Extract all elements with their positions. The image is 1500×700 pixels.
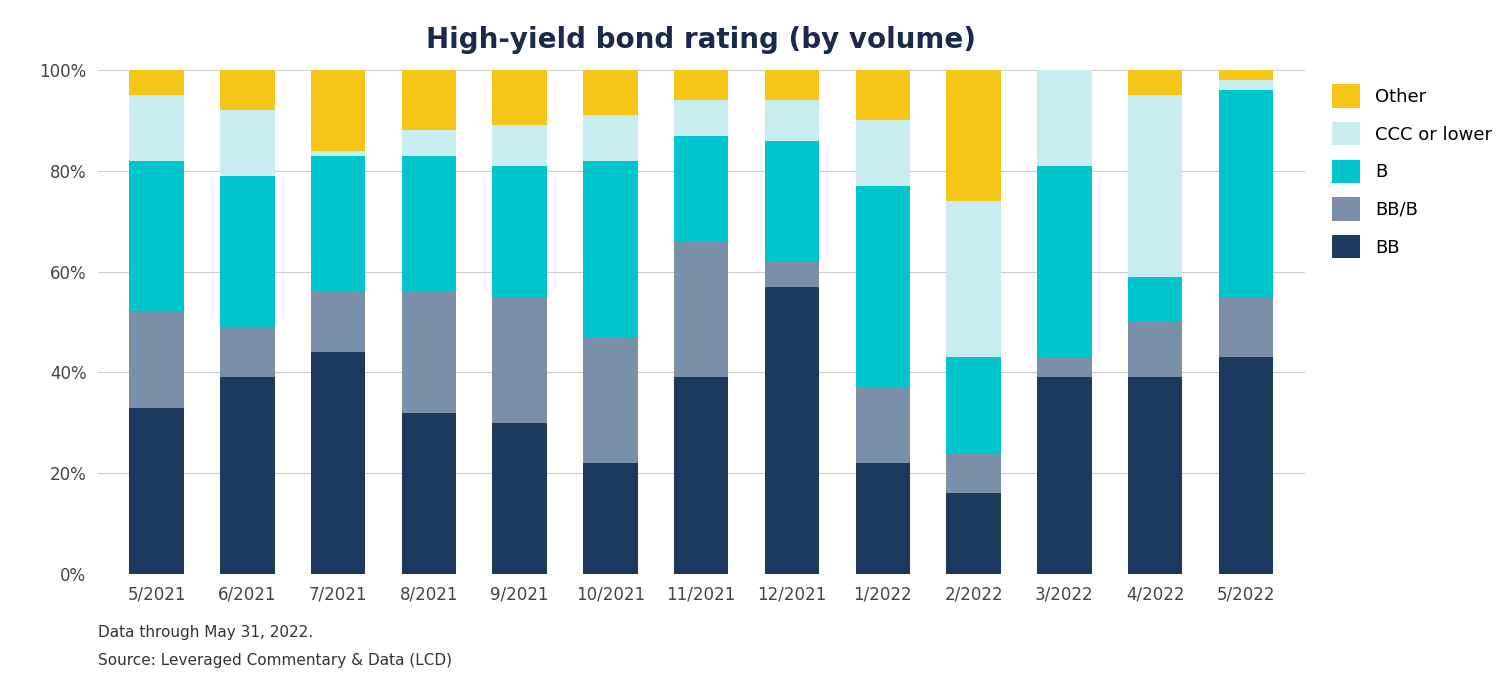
Bar [1036,70,1092,166]
Title: High-yield bond rating (by volume): High-yield bond rating (by volume) [426,26,976,54]
Bar [946,357,1000,453]
Bar [402,70,456,130]
Bar [765,70,819,100]
Bar [584,161,638,337]
Bar [855,388,910,463]
Legend: Other, CCC or lower, B, BB/B, BB: Other, CCC or lower, B, BB/B, BB [1326,79,1497,264]
Text: Data through May 31, 2022.: Data through May 31, 2022. [98,626,312,641]
Bar [310,70,366,150]
Bar [129,312,183,407]
Bar [674,241,729,377]
Bar [674,136,729,242]
Bar [1036,166,1092,357]
Bar [855,463,910,574]
Bar [492,70,548,125]
Bar [129,161,183,312]
Bar [1128,95,1182,276]
Bar [674,377,729,574]
Bar [492,423,548,574]
Bar [129,70,183,95]
Bar [946,70,1000,201]
Bar [765,141,819,262]
Bar [310,352,366,574]
Bar [310,292,366,352]
Bar [1128,322,1182,377]
Bar [674,100,729,136]
Bar [674,70,729,100]
Bar [402,155,456,292]
Bar [855,186,910,388]
Bar [129,407,183,574]
Bar [855,70,910,120]
Bar [1218,297,1274,357]
Bar [492,166,548,297]
Bar [1128,377,1182,574]
Bar [946,494,1000,574]
Bar [765,287,819,574]
Bar [129,95,183,161]
Bar [310,150,366,155]
Bar [584,70,638,116]
Bar [402,130,456,155]
Bar [402,413,456,574]
Bar [1036,377,1092,574]
Bar [1218,90,1274,297]
Bar [1128,276,1182,322]
Bar [1218,70,1274,80]
Bar [1218,357,1274,574]
Bar [584,116,638,161]
Bar [492,125,548,166]
Bar [1036,357,1092,377]
Bar [946,453,1000,494]
Bar [310,155,366,292]
Bar [1128,70,1182,95]
Bar [855,120,910,186]
Bar [220,111,274,176]
Bar [402,292,456,413]
Bar [946,201,1000,357]
Bar [220,176,274,327]
Bar [765,262,819,287]
Bar [765,100,819,141]
Bar [492,297,548,423]
Bar [220,70,274,111]
Bar [584,337,638,463]
Bar [220,377,274,574]
Text: Source: Leveraged Commentary & Data (LCD): Source: Leveraged Commentary & Data (LCD… [98,654,452,668]
Bar [584,463,638,574]
Bar [1218,80,1274,90]
Bar [220,327,274,377]
